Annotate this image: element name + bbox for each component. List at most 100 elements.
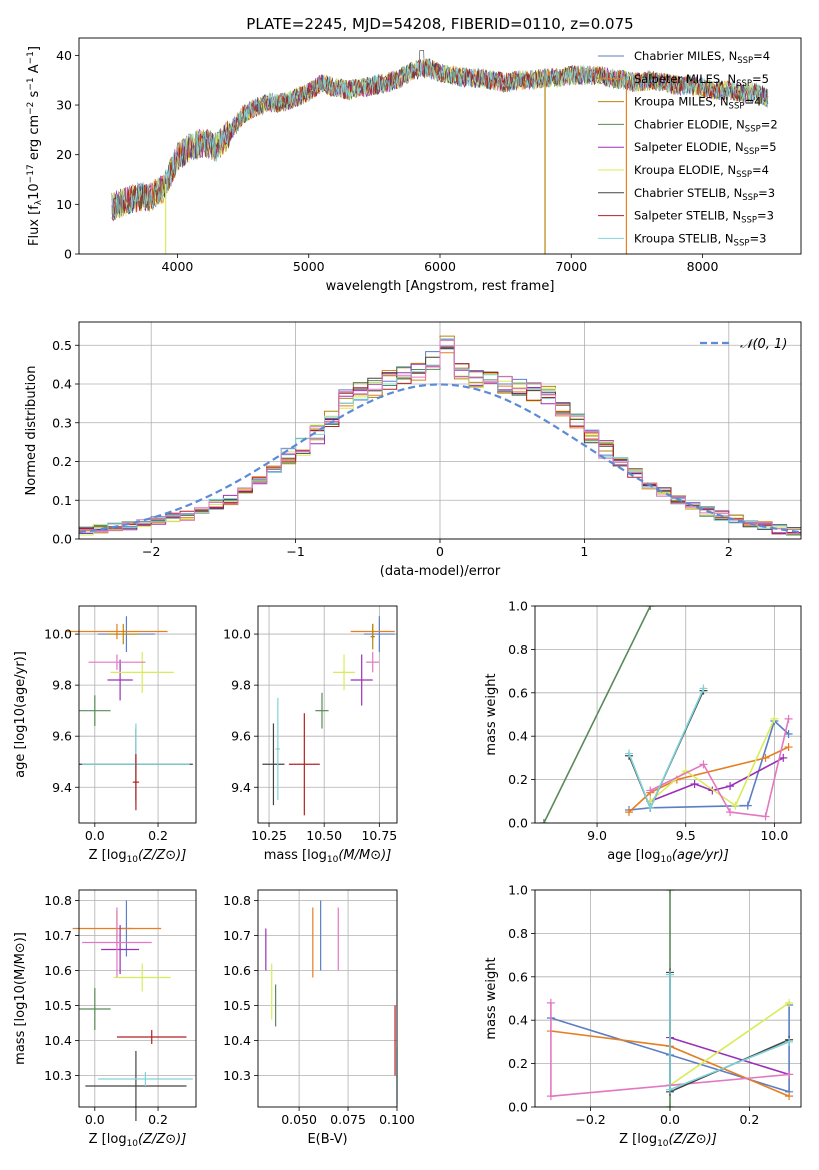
legend-label: Salpeter STELIB, NSSP=3 — [634, 209, 774, 226]
x-tick-label: 10.0 — [760, 828, 788, 843]
spectrum-series-line — [111, 57, 769, 220]
y-tick-label: 9.4 — [52, 780, 72, 795]
axes-frame — [534, 889, 802, 1108]
weight-marker — [624, 749, 633, 758]
y-axis-label: Normed distribution — [24, 366, 39, 496]
weight-marker — [726, 782, 735, 791]
weight-marker — [785, 1070, 794, 1079]
x-tick-label: 0.050 — [281, 1112, 317, 1127]
weight-marker — [546, 1092, 555, 1101]
x-axis-label: age [log10(age/yr)] — [607, 848, 729, 865]
weight-marker — [665, 970, 674, 979]
y-tick-label: 9.8 — [231, 678, 251, 693]
legend-label: Kroupa ELODIE, NSSP=4 — [634, 163, 769, 180]
weight-marker — [761, 753, 770, 762]
weight-marker — [646, 803, 655, 812]
weight-series-line — [628, 690, 705, 810]
y-tick-label: 10.5 — [44, 998, 72, 1013]
y-tick-label: 10.0 — [44, 627, 72, 642]
axes-frame — [78, 605, 197, 824]
spectrum-series-line — [111, 57, 769, 219]
y-tick-label: 0.4 — [508, 1013, 528, 1028]
weight-marker — [624, 808, 633, 817]
axes-frame — [257, 889, 398, 1108]
panel-mass_vs_Z: 0.0 0.2 10.3 10.4 10.5 10.6 10.7 10.8 mass [log1… — [13, 889, 197, 1149]
legend-label: Kroupa STELIB, NSSP=3 — [634, 231, 766, 248]
y-tick-label: 0.8 — [508, 926, 528, 941]
panel-mass_vs_ebv: 0.050 0.075 0.100 10.3 10.4 10.5 10.6 10.7 10.8 E… — [223, 889, 415, 1147]
weight-marker — [785, 998, 794, 1007]
y-axis-label: mass weight — [484, 673, 499, 755]
panel-residuals: −2 −1 0 1 2 0.0 0.1 0.2 0.3 0.4 0.5 (data-model)/er… — [24, 321, 802, 579]
panel-massweight_vs_Z: −0.2 0.0 0.2 0.0 0.2 0.4 0.6 0.8 1.0 mass weight Z… — [484, 883, 802, 1149]
axes-frame — [78, 889, 197, 1108]
y-tick-label: 10.5 — [223, 998, 251, 1013]
y-tick-label: 0.0 — [508, 816, 528, 831]
y-tick-label: 30 — [56, 98, 72, 113]
y-tick-label: 20 — [56, 147, 72, 162]
x-axis-label: mass [log10(M/M⊙)] — [264, 848, 392, 865]
x-tick-label: −1 — [286, 544, 304, 559]
y-tick-label: 0.5 — [52, 338, 72, 353]
weight-marker — [779, 753, 788, 762]
x-tick-label: 9.0 — [587, 828, 607, 843]
weight-marker — [785, 1037, 794, 1046]
y-tick-label: 40 — [56, 48, 72, 63]
y-tick-label: 0.2 — [508, 1056, 528, 1071]
weight-marker — [726, 808, 735, 817]
y-tick-label: 9.6 — [52, 729, 72, 744]
x-axis-label: Z [log10(Z/Z⊙)] — [89, 848, 187, 865]
legend-label: Chabrier ELODIE, NSSP=2 — [634, 117, 778, 134]
y-tick-label: 0.4 — [52, 377, 72, 392]
weight-series-line — [649, 718, 776, 807]
y-tick-label: 10.4 — [223, 1033, 251, 1048]
x-tick-label: 0.100 — [379, 1112, 415, 1127]
legend-label: Chabrier STELIB, NSSP=3 — [634, 186, 775, 203]
weight-marker — [546, 998, 555, 1007]
x-axis-label: E(B-V) — [307, 1132, 347, 1147]
panel-spectrum: 4000 5000 6000 7000 8000 0 10 20 30 40 wavelength … — [26, 37, 802, 294]
y-tick-label: 0 — [64, 247, 72, 262]
y-tick-label: 10.8 — [44, 893, 72, 908]
y-tick-label: 1.0 — [508, 599, 528, 614]
legend-label: Chabrier MILES, NSSP=4 — [634, 49, 770, 66]
weight-marker — [761, 812, 770, 821]
weight-series-line — [628, 719, 790, 811]
legend-label: Salpeter ELODIE, NSSP=5 — [634, 140, 777, 157]
y-axis-label: mass weight — [484, 957, 499, 1039]
y-axis-label: mass [log10(M/M⊙)] — [13, 932, 28, 1065]
y-tick-label: 0.4 — [508, 729, 528, 744]
weight-series-line — [550, 1005, 790, 1093]
legend-label: 𝒩(0, 1) — [740, 337, 787, 352]
x-tick-label: −2 — [142, 544, 160, 559]
weight-marker — [690, 779, 699, 788]
y-tick-label: 9.6 — [231, 729, 251, 744]
x-tick-label: 4000 — [162, 259, 194, 274]
y-tick-label: 0.0 — [508, 1100, 528, 1115]
weight-marker — [665, 1103, 674, 1107]
y-tick-label: 10.4 — [44, 1033, 72, 1048]
x-tick-label: 1 — [580, 544, 588, 559]
histogram-step — [79, 339, 801, 535]
y-tick-label: 10.6 — [44, 963, 72, 978]
y-tick-label: 10.7 — [44, 928, 72, 943]
y-tick-label: 9.4 — [231, 780, 251, 795]
x-tick-label: 0 — [436, 544, 444, 559]
panel-age_vs_mass: 10.25 10.50 10.75 9.4 9.6 9.8 10.0 mass [log10(… — [223, 605, 398, 865]
y-tick-label: 0.6 — [508, 969, 528, 984]
weight-marker — [785, 1092, 794, 1101]
axes-frame — [78, 321, 802, 540]
x-tick-label: 10.25 — [251, 828, 287, 843]
axes-frame — [534, 605, 802, 824]
weight-marker — [665, 1085, 674, 1094]
x-tick-label: −0.2 — [575, 1112, 605, 1127]
y-axis-label: age [log10(age/yr)] — [13, 651, 28, 778]
x-tick-label: 0.0 — [85, 1112, 105, 1127]
y-tick-label: 0.1 — [52, 493, 72, 508]
y-tick-label: 10.3 — [44, 1068, 72, 1083]
x-tick-label: 0.0 — [660, 1112, 680, 1127]
y-tick-label: 10.3 — [223, 1068, 251, 1083]
y-tick-label: 0.0 — [52, 532, 72, 547]
y-tick-label: 0.6 — [508, 685, 528, 700]
weight-marker — [665, 890, 674, 894]
